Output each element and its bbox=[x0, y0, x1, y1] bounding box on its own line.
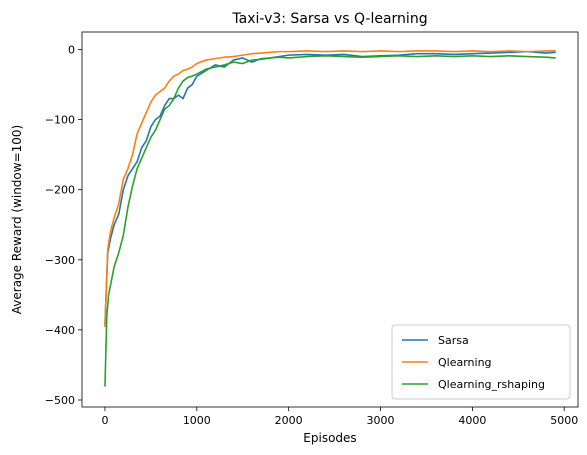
y-tick-label: 0 bbox=[68, 44, 75, 57]
x-tick-label: 5000 bbox=[550, 414, 578, 427]
x-axis-label: Episodes bbox=[303, 431, 356, 445]
y-axis: −500 −400 −300 −200 −100 0 bbox=[45, 44, 82, 407]
legend: Sarsa Qlearning Qlearning_rshaping bbox=[391, 324, 571, 400]
y-tick-label: −400 bbox=[45, 324, 75, 337]
legend-label-1: Sarsa bbox=[438, 334, 469, 347]
series-line-2 bbox=[104, 50, 556, 328]
y-axis-label: Average Reward (window=100) bbox=[10, 125, 24, 314]
series-layer bbox=[104, 50, 556, 387]
x-axis: 0 1000 2000 3000 4000 5000 bbox=[101, 407, 578, 427]
legend-label-2: Qlearning bbox=[438, 356, 492, 369]
y-tick-label: −200 bbox=[45, 184, 75, 197]
x-tick-label: 2000 bbox=[275, 414, 303, 427]
legend-box bbox=[391, 324, 571, 400]
y-tick-label: −500 bbox=[45, 394, 75, 407]
plot-frame bbox=[81, 31, 579, 408]
chart-title: Taxi-v3: Sarsa vs Q-learning bbox=[231, 11, 427, 27]
y-tick-label: −300 bbox=[45, 254, 75, 267]
legend-label-3: Qlearning_rshaping bbox=[438, 378, 545, 391]
series-line-3 bbox=[104, 55, 556, 387]
y-tick-label: −100 bbox=[45, 114, 75, 127]
series-line-1 bbox=[104, 50, 556, 326]
x-tick-label: 3000 bbox=[367, 414, 395, 427]
x-tick-label: 1000 bbox=[183, 414, 211, 427]
x-tick-label: 4000 bbox=[458, 414, 486, 427]
x-tick-label: 0 bbox=[101, 414, 108, 427]
